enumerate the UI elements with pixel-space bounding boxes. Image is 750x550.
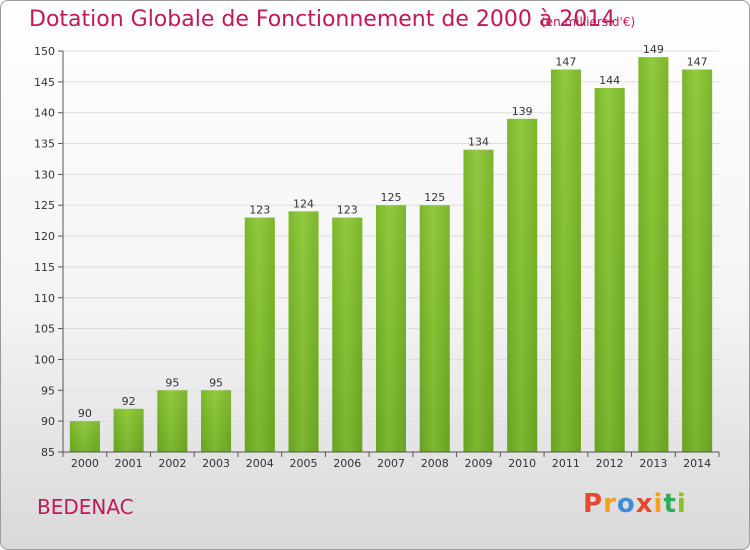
value-label: 123 (337, 204, 358, 217)
chart-subtitle: (en milliers d'€) (541, 15, 636, 29)
value-label: 90 (78, 407, 92, 420)
bars: 90 92 95 95 123 124 123 125 125 134 139 147 144 149 14… (69, 43, 713, 453)
value-label: 123 (249, 204, 270, 217)
bar-shade (463, 149, 494, 452)
bar-shade (507, 118, 538, 452)
value-label: 149 (643, 43, 664, 56)
value-label: 125 (424, 191, 445, 204)
chart-title: Dotation Globale de Fonctionnement de 20… (29, 7, 616, 32)
value-label: 124 (293, 197, 314, 210)
bar-shade (113, 408, 144, 452)
value-label: 147 (687, 56, 708, 69)
bar-shade (682, 69, 713, 452)
bar-shade (201, 390, 232, 452)
y-tick-label: 100 (34, 353, 55, 366)
value-label: 134 (468, 136, 489, 149)
x-tick-label: 2013 (639, 457, 667, 470)
proxiti-logo: Proxiti (583, 489, 687, 519)
y-tick-label: 140 (34, 107, 55, 120)
value-label: 144 (599, 74, 620, 87)
y-tick-label: 90 (41, 415, 55, 428)
axes: 85 90 95 100 105 110 115 120 125 130 135 140 145 150 2… (34, 45, 720, 470)
bar-shade (332, 217, 363, 452)
y-tick-label: 105 (34, 323, 55, 336)
bar-shade (638, 57, 669, 453)
x-tick-label: 2003 (202, 457, 230, 470)
bar-shade (288, 211, 319, 452)
x-tick-label: 2005 (290, 457, 318, 470)
bar-shade (594, 88, 625, 452)
value-label: 95 (165, 376, 179, 389)
x-tick-label: 2014 (683, 457, 711, 470)
x-tick-label: 2002 (158, 457, 186, 470)
x-tick-label: 2011 (552, 457, 580, 470)
x-tick-label: 2000 (71, 457, 99, 470)
y-tick-label: 120 (34, 230, 55, 243)
y-tick-label: 145 (34, 76, 55, 89)
value-label: 139 (512, 105, 533, 118)
y-tick-label: 150 (34, 45, 55, 58)
x-tick-label: 2007 (377, 457, 405, 470)
value-label: 125 (381, 191, 402, 204)
x-tick-label: 2012 (596, 457, 624, 470)
y-tick-label: 125 (34, 199, 55, 212)
y-tick-label: 130 (34, 168, 55, 181)
value-label: 95 (209, 376, 223, 389)
bar-shade (550, 69, 581, 452)
bar-shade (376, 205, 406, 452)
bar-shade (157, 390, 188, 452)
y-tick-label: 110 (34, 292, 55, 305)
y-tick-label: 135 (34, 138, 55, 151)
value-label: 92 (122, 395, 136, 408)
y-tick-label: 115 (34, 261, 55, 274)
x-tick-label: 2006 (333, 457, 361, 470)
city-name: BEDENAC (37, 495, 134, 519)
y-tick-label: 95 (41, 384, 55, 397)
x-tick-label: 2004 (246, 457, 274, 470)
bar-shade (69, 421, 100, 452)
x-tick-label: 2009 (464, 457, 492, 470)
bar-shade (244, 217, 275, 452)
x-tick-label: 2001 (115, 457, 143, 470)
x-tick-label: 2010 (508, 457, 536, 470)
bar-shade (419, 205, 450, 452)
value-label: 147 (555, 56, 576, 69)
y-tick-label: 85 (41, 446, 55, 459)
x-tick-label: 2008 (421, 457, 449, 470)
